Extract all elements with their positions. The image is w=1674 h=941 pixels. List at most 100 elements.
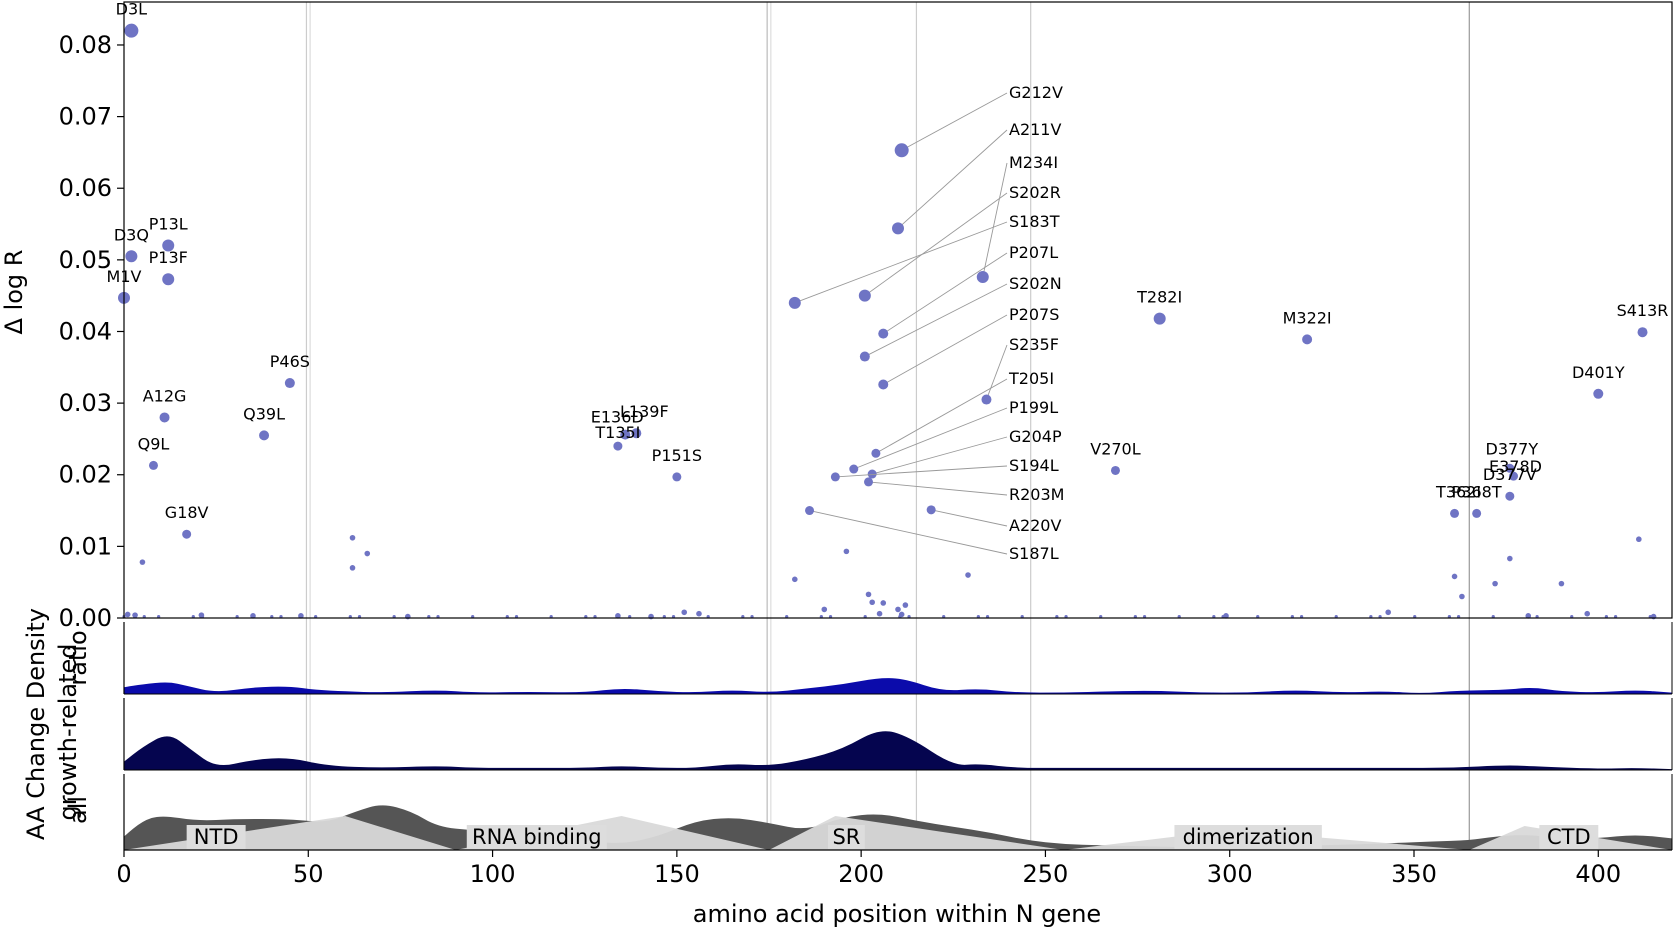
scatter-point-small (821, 606, 828, 613)
point-label: M234I (1009, 153, 1058, 172)
scatter-point-small (843, 548, 850, 555)
scatter-point-small (741, 614, 745, 619)
x-tick-label: 250 (1023, 860, 1069, 888)
scatter-point-small (942, 614, 946, 619)
y-axis-label: Δ log R (0, 250, 28, 335)
point-label: M322I (1283, 308, 1332, 327)
x-tick-label: 400 (1575, 860, 1621, 888)
point-label: E136D (591, 408, 644, 427)
callout-connector (868, 481, 1008, 496)
scatter-point-small (1385, 609, 1391, 616)
callout-connector (982, 162, 1008, 278)
scatter-point-small (876, 610, 883, 617)
domain-label: dimerization (1183, 825, 1314, 849)
scatter-point (849, 464, 859, 474)
scatter-point-small (1535, 614, 1539, 619)
scatter-point (148, 460, 158, 470)
domain-label: RNA binding (472, 825, 602, 849)
scatter-point-small (1133, 614, 1137, 619)
point-label: P13F (149, 248, 188, 267)
x-axis-label: amino acid position within N gene (693, 900, 1101, 928)
scatter-point-small (593, 614, 597, 619)
scatter-point (1593, 388, 1604, 399)
scatter-point (859, 351, 870, 362)
scatter-point-small (819, 614, 823, 619)
point-label: P207L (1009, 243, 1058, 262)
point-label: A211V (1009, 120, 1061, 139)
callout-connector (809, 510, 1008, 555)
scatter-point-small (1456, 614, 1461, 619)
scatter-point-small (132, 612, 138, 618)
callout-connector (897, 129, 1008, 229)
scatter-point-small (907, 614, 911, 619)
point-label: P151S (652, 446, 702, 465)
callout-connector (883, 314, 1008, 385)
scatter-point (864, 477, 874, 487)
scatter-point (631, 428, 642, 439)
scatter-point (124, 23, 139, 38)
x-tick-label: 100 (470, 860, 516, 888)
scatter-point-small (1223, 613, 1229, 619)
x-tick-label: 300 (1207, 860, 1253, 888)
scatter-point-small (142, 614, 146, 619)
axes: 0.00 0.01 0.02 0.03 0.04 0.05 0.06 0.07 0.08 rati… (54, 1, 1673, 888)
scatter-point (284, 378, 295, 389)
scatter-point (976, 271, 989, 284)
point-label: E378D (1489, 457, 1542, 476)
scatter-point-small (279, 614, 283, 619)
point-label: L139F (620, 402, 669, 421)
domain-label-bg (827, 825, 865, 849)
scatter-point-small (1334, 614, 1338, 619)
scatter-point-small (348, 614, 352, 619)
point-label: Q39L (243, 404, 285, 423)
point-label: S413R (1617, 301, 1669, 320)
point-label: S235F (1009, 335, 1059, 354)
callout-connector (931, 509, 1008, 527)
y-tick-label: 0.00 (59, 604, 112, 632)
scatter-point (1153, 312, 1166, 325)
y-tick-label: 0.01 (59, 532, 112, 560)
y-tick-label: 0.02 (59, 461, 112, 489)
density-area-ratio (124, 678, 1672, 694)
scatter-point-small (696, 610, 702, 617)
callout-connector (835, 465, 1008, 478)
scatter-point-small (1447, 614, 1451, 619)
scatter-point-small (549, 614, 553, 619)
scatter-point-small (1451, 573, 1458, 580)
scatter-point-small (1604, 614, 1608, 619)
scatter-point (858, 289, 871, 302)
scatter-point (981, 394, 992, 405)
scatter-point-small (1378, 614, 1382, 619)
point-label: R203M (1009, 485, 1064, 504)
domain-label-bg (466, 825, 607, 849)
scatter-point-small (828, 614, 833, 619)
point-label: P199L (1009, 398, 1058, 417)
domain-label: NTD (194, 825, 239, 849)
scatter-point-small (235, 614, 239, 619)
scatter-point-small (1507, 555, 1513, 562)
scatter-point (878, 328, 889, 339)
scatter-point-small (1055, 614, 1059, 619)
scatter-point-small (869, 599, 875, 606)
point-label: G212V (1009, 83, 1063, 102)
scatter-point-small (1492, 580, 1498, 587)
scatter-point-small (191, 614, 195, 619)
point-label: G18V (165, 503, 209, 522)
scatter-point-small (1299, 614, 1304, 619)
scatter-point-small (436, 614, 440, 619)
scatter-point (259, 430, 270, 441)
point-label: S202N (1009, 274, 1062, 293)
scatter-point-small (270, 614, 274, 619)
domain-label-bg (186, 825, 246, 849)
scatter-point-small (1526, 614, 1530, 619)
scatter-point-small (584, 614, 588, 619)
scatter-point-small (1177, 614, 1181, 619)
scatter-point-small (471, 614, 475, 619)
point-label: A220V (1009, 516, 1061, 535)
scatter-point (159, 412, 170, 423)
scatter-point (805, 506, 815, 516)
scatter-point-small (1636, 536, 1642, 543)
scatter-point-small (1413, 614, 1417, 619)
scatter-point-small (1256, 614, 1260, 619)
x-tick-label: 0 (116, 860, 131, 888)
